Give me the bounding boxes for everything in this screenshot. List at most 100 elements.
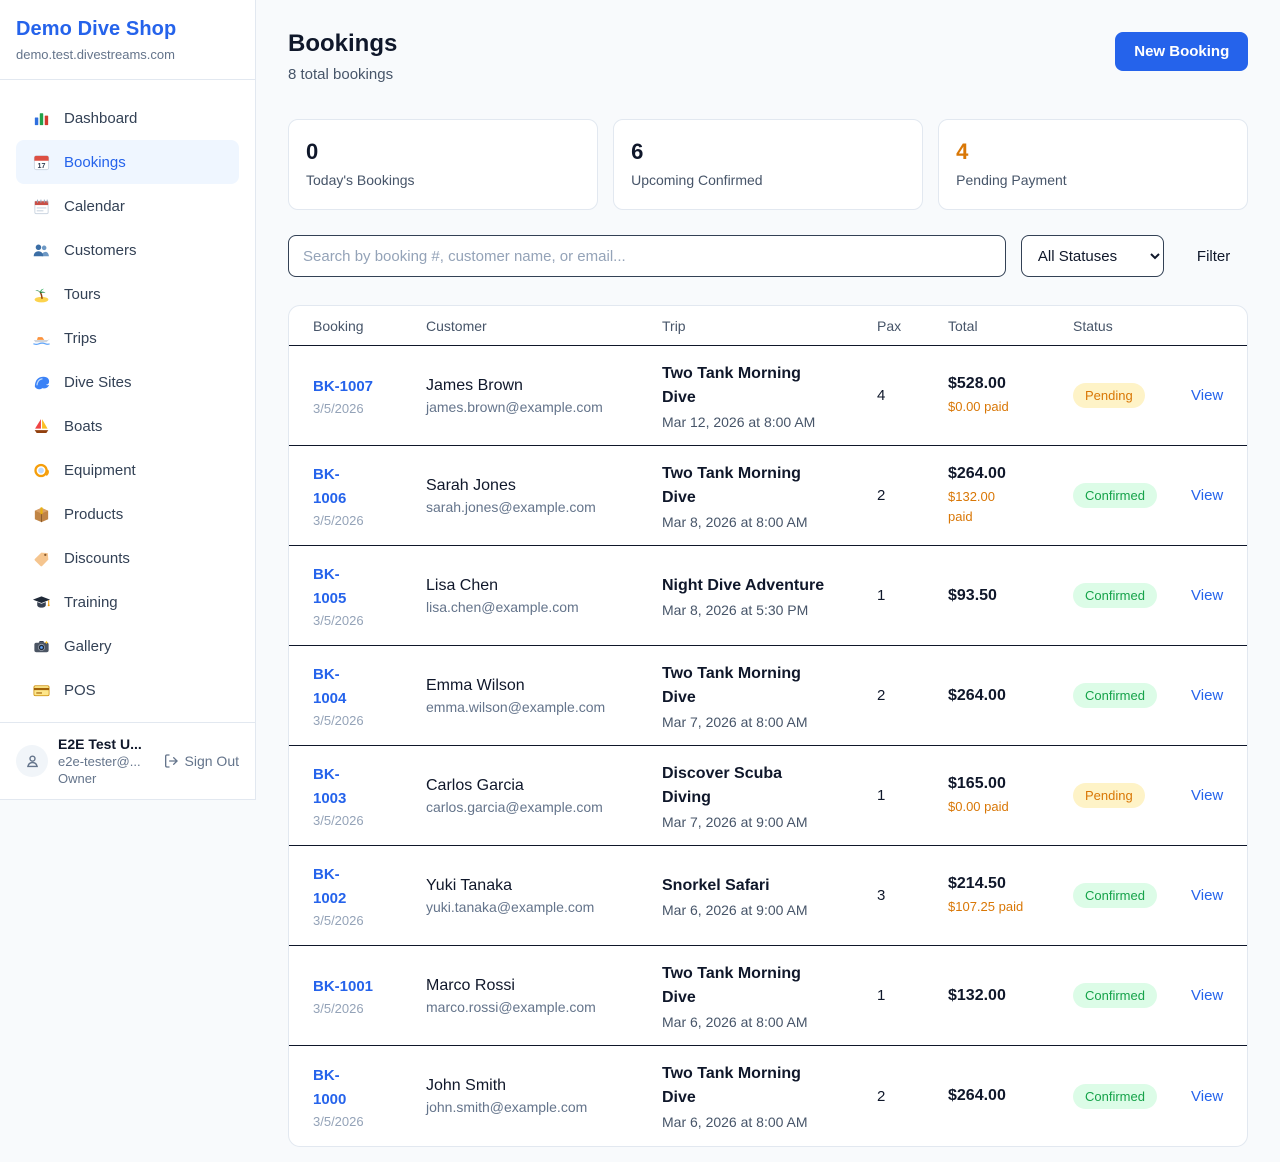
view-link[interactable]: View <box>1191 687 1224 704</box>
customer-cell: Lisa Chen lisa.chen@example.com <box>426 577 662 615</box>
sidebar-item-customers[interactable]: Customers <box>16 228 239 272</box>
total-amount: $264.00 <box>948 465 1006 482</box>
customer-email: emma.wilson@example.com <box>426 698 606 715</box>
brand-name: Demo Dive Shop <box>16 18 177 40</box>
sidebar-item-dive-sites[interactable]: Dive Sites <box>16 360 239 404</box>
column-header-trip: Trip <box>662 317 686 334</box>
paid-amount: $132.00 paid <box>948 489 995 524</box>
status-select[interactable]: All Statuses <box>1020 235 1164 277</box>
paid-amount: $0.00 paid <box>948 798 1009 814</box>
trip-cell: Snorkel Safari Mar 6, 2026 at 9:00 AM <box>662 874 877 918</box>
table-row: BK-1001 3/5/2026 Marco Rossi marco.rossi@ex… <box>289 946 1248 1046</box>
view-link[interactable]: View <box>1191 787 1224 804</box>
total-cell: $214.50 $107.25 paid <box>948 875 1073 917</box>
sidebar-item-label: Dashboard <box>64 109 138 127</box>
booking-date: 3/5/2026 <box>313 513 364 528</box>
total-amount: $93.50 <box>948 586 997 604</box>
sidebar-item-bookings[interactable]: 17 Bookings <box>16 140 239 184</box>
sidebar-item-tours[interactable]: Tours <box>16 272 239 316</box>
sidebar-item-label: Dive Sites <box>64 373 132 391</box>
sign-out-button[interactable]: Sign Out <box>163 753 239 769</box>
sidebar-item-gallery[interactable]: Gallery <box>16 624 239 668</box>
pax-cell: 1 <box>877 787 948 804</box>
status-badge: Confirmed <box>1073 483 1157 508</box>
sidebar-item-training[interactable]: Training <box>16 580 239 624</box>
view-cell: View <box>1191 387 1223 404</box>
tag-icon <box>32 549 51 568</box>
booking-id-link[interactable]: BK-1007 <box>313 378 374 395</box>
total-cell: $264.00 $132.00 paid <box>948 465 1073 526</box>
booking-date: 3/5/2026 <box>313 813 364 828</box>
customer-name: Sarah Jones <box>426 476 516 494</box>
view-link[interactable]: View <box>1191 887 1224 904</box>
sidebar-item-trips[interactable]: Trips <box>16 316 239 360</box>
booking-id-link[interactable]: BK- 1000 <box>313 1066 347 1108</box>
island-icon <box>32 285 51 304</box>
booking-id-link[interactable]: BK- 1002 <box>313 866 347 907</box>
total-amount: $264.00 <box>948 686 1006 704</box>
status-badge: Confirmed <box>1073 583 1157 608</box>
main-content: Bookings 8 total bookings New Booking 0 T… <box>256 0 1280 1147</box>
diving-mask-icon <box>32 461 51 480</box>
booking-date: 3/5/2026 <box>313 613 364 628</box>
status-badge: Confirmed <box>1073 1083 1157 1109</box>
column-header-total: Total <box>948 317 978 334</box>
stat-card-today-s-bookings: 0 Today's Bookings <box>288 119 599 210</box>
customer-cell: James Brown james.brown@example.com <box>426 377 662 415</box>
sidebar-item-label: Tours <box>64 285 101 303</box>
new-booking-button[interactable]: New Booking <box>1115 32 1249 71</box>
sidebar-item-label: Equipment <box>64 461 136 479</box>
stat-card-upcoming-confirmed: 6 Upcoming Confirmed <box>613 119 924 210</box>
trip-name: Two Tank Morning Dive <box>662 1065 801 1106</box>
status-badge: Confirmed <box>1073 983 1157 1008</box>
booking-date: 3/5/2026 <box>313 401 364 416</box>
search-input[interactable] <box>288 235 1006 277</box>
trip-datetime: Mar 6, 2026 at 8:00 AM <box>662 1114 808 1130</box>
customer-name: John Smith <box>426 1077 507 1094</box>
booking-id-link[interactable]: BK- 1003 <box>313 766 347 807</box>
customer-name: Emma Wilson <box>426 676 525 694</box>
trip-cell: Two Tank Morning Dive Mar 12, 2026 at 8:0… <box>662 362 877 430</box>
pax-count: 2 <box>877 487 886 504</box>
user-info: E2E Test U... e2e-tester@... Owner <box>58 736 142 786</box>
view-link[interactable]: View <box>1191 587 1224 604</box>
booking-id-link[interactable]: BK- 1006 <box>313 466 347 507</box>
view-link[interactable]: View <box>1191 487 1224 504</box>
status-cell: Pending <box>1073 783 1191 808</box>
sidebar-item-equipment[interactable]: Equipment <box>16 448 239 492</box>
trip-name: Two Tank Morning Dive <box>662 664 801 706</box>
sidebar-item-pos[interactable]: POS <box>16 668 239 712</box>
customer-cell: Yuki Tanaka yuki.tanaka@example.com <box>426 877 662 915</box>
view-cell: View <box>1191 587 1223 604</box>
avatar <box>16 745 48 777</box>
sidebar-item-dashboard[interactable]: Dashboard <box>16 96 239 140</box>
booking-id-link[interactable]: BK- 1005 <box>313 566 347 607</box>
view-link[interactable]: View <box>1191 1087 1224 1105</box>
customer-email: marco.rossi@example.com <box>426 998 596 1015</box>
booking-date: 3/5/2026 <box>313 1001 364 1016</box>
customer-cell: Marco Rossi marco.rossi@example.com <box>426 977 662 1015</box>
booking-id-link[interactable]: BK-1001 <box>313 978 374 995</box>
table-body: BK-1007 3/5/2026 James Brown james.brown@ex… <box>289 346 1248 1146</box>
sidebar-item-products[interactable]: Products <box>16 492 239 536</box>
filter-button[interactable]: Filter <box>1179 248 1248 265</box>
sidebar-item-label: Calendar <box>64 197 125 215</box>
customer-name: Carlos Garcia <box>426 776 524 794</box>
table-row: BK- 1004 3/5/2026 Emma Wilson emma.wilson@e… <box>289 646 1248 746</box>
sidebar-item-boats[interactable]: Boats <box>16 404 239 448</box>
customer-email: john.smith@example.com <box>426 1099 588 1115</box>
sidebar-item-label: Trips <box>64 329 97 347</box>
stat-label: Today's Bookings <box>306 172 415 188</box>
sidebar-item-calendar[interactable]: Calendar <box>16 184 239 228</box>
view-link[interactable]: View <box>1191 987 1224 1004</box>
spiral-calendar-icon <box>32 197 51 216</box>
pax-count: 1 <box>877 787 886 804</box>
total-cell: $528.00 $0.00 paid <box>948 375 1073 417</box>
booking-cell: BK- 1000 3/5/2026 <box>313 1064 426 1129</box>
customer-email: lisa.chen@example.com <box>426 598 579 615</box>
view-link[interactable]: View <box>1191 387 1224 404</box>
customer-email: james.brown@example.com <box>426 398 603 415</box>
total-cell: $132.00 <box>948 987 1073 1005</box>
booking-id-link[interactable]: BK- 1004 <box>313 666 347 707</box>
sidebar-item-discounts[interactable]: Discounts <box>16 536 239 580</box>
